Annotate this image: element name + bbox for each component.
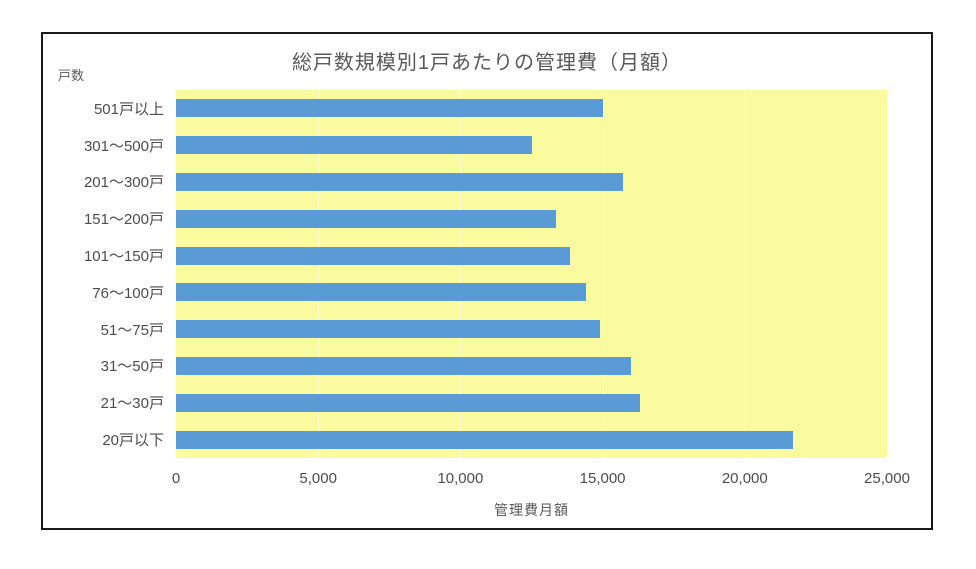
category-axis: 501戸以上 301～500戸 201～300戸 151～200戸 101～150戸 76… [43, 90, 164, 458]
x-tick-label: 15,000 [579, 470, 626, 487]
bar-row [176, 384, 887, 421]
category-label: 501戸以上 [93, 100, 164, 118]
category-label: 301～500戸 [83, 137, 164, 155]
gridline [318, 90, 320, 458]
bar [176, 320, 600, 339]
y-axis-title: 戸数 [58, 68, 85, 83]
category-label: 21～30戸 [100, 395, 164, 413]
bar-row [176, 311, 887, 348]
bar [176, 393, 640, 412]
x-tick-label: 0 [171, 470, 181, 487]
gridline [460, 90, 462, 458]
bar [176, 172, 623, 191]
chart-frame: 総戸数規模別1戸あたりの管理費（月額） 戸数 501戸以上 301～500戸 201… [41, 32, 933, 530]
x-tick-label: 10,000 [437, 470, 484, 487]
plot-area [176, 90, 887, 458]
category-label: 151～200戸 [83, 211, 164, 229]
bar [176, 209, 556, 228]
bar-row [176, 237, 887, 274]
chart-title: 総戸数規模別1戸あたりの管理費（月額） [291, 52, 683, 74]
bar-row [176, 90, 887, 127]
x-tick-label: 20,000 [721, 470, 768, 487]
category-label: 201～300戸 [83, 174, 164, 192]
category-label: 20戸以下 [102, 432, 164, 450]
category-label: 76～100戸 [92, 284, 164, 302]
bar-row [176, 164, 887, 201]
bar [176, 246, 570, 265]
x-axis-ticks: 0 5,000 10,000 15,000 20,000 25,000 [172, 470, 910, 490]
bar-row [176, 421, 887, 458]
bar-row [176, 200, 887, 237]
x-axis-title: 管理費月額 [494, 502, 569, 518]
gridline [744, 90, 746, 458]
bar [176, 136, 532, 155]
bar [176, 99, 603, 118]
bar [176, 430, 794, 449]
category-label: 51～75戸 [100, 321, 164, 339]
bar-row [176, 127, 887, 164]
category-label: 31～50戸 [100, 358, 164, 376]
bar [176, 283, 586, 302]
category-label: 101～150戸 [83, 248, 164, 266]
bar-row [176, 348, 887, 385]
x-tick-label: 5,000 [299, 470, 337, 487]
gridline [602, 90, 604, 458]
bar [176, 356, 632, 375]
x-tick-label: 25,000 [864, 470, 910, 487]
bar-row [176, 274, 887, 311]
